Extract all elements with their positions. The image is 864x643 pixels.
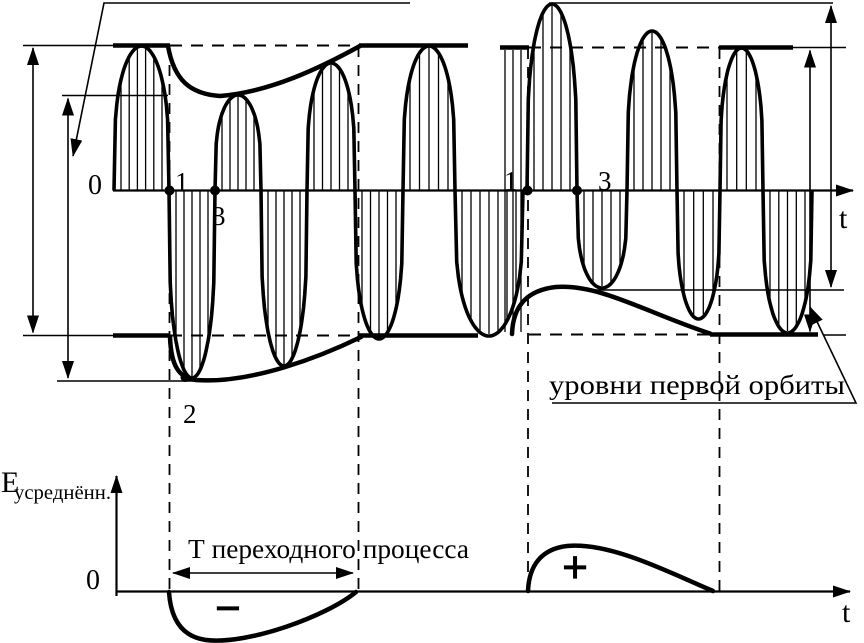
emf-axis-label: Е <box>1 466 19 499</box>
point-1-left-label: 1 <box>175 167 189 197</box>
point-2-label: 2 <box>183 399 197 429</box>
plus-sign: + <box>563 543 588 592</box>
transient-boundary-dashes <box>168 46 721 591</box>
lower-envelope-left <box>167 334 364 383</box>
origin-label-top: 0 <box>88 170 102 201</box>
point-3-right-label: 3 <box>598 166 612 196</box>
emf-axis-label-subscript: усреднённ. <box>14 482 111 504</box>
time-axis-label-bottom: t <box>842 596 851 629</box>
envelope-min-dot <box>180 373 190 382</box>
point-1-right-label: 1 <box>504 166 518 196</box>
transient-duration-caption: Т переходного процесса <box>188 534 469 564</box>
time-axis-label-top: t <box>839 202 848 235</box>
point-3-left-label: 3 <box>212 201 226 231</box>
lower-envelope-right <box>509 284 713 337</box>
orbit-levels-caption: уровни первой орбиты <box>549 370 845 400</box>
minus-sign: − <box>216 584 241 633</box>
upper-level-leader-line <box>70 2 410 157</box>
zero-crossing-dots <box>164 185 582 382</box>
negative-emf-bump <box>166 589 359 643</box>
orbit-caption-leader-line <box>552 306 858 404</box>
oscillation-lobes <box>112 2 814 380</box>
second-orbit-lower-level <box>23 332 846 338</box>
origin-label-bottom: 0 <box>86 565 100 596</box>
positive-emf-bump <box>525 543 716 594</box>
